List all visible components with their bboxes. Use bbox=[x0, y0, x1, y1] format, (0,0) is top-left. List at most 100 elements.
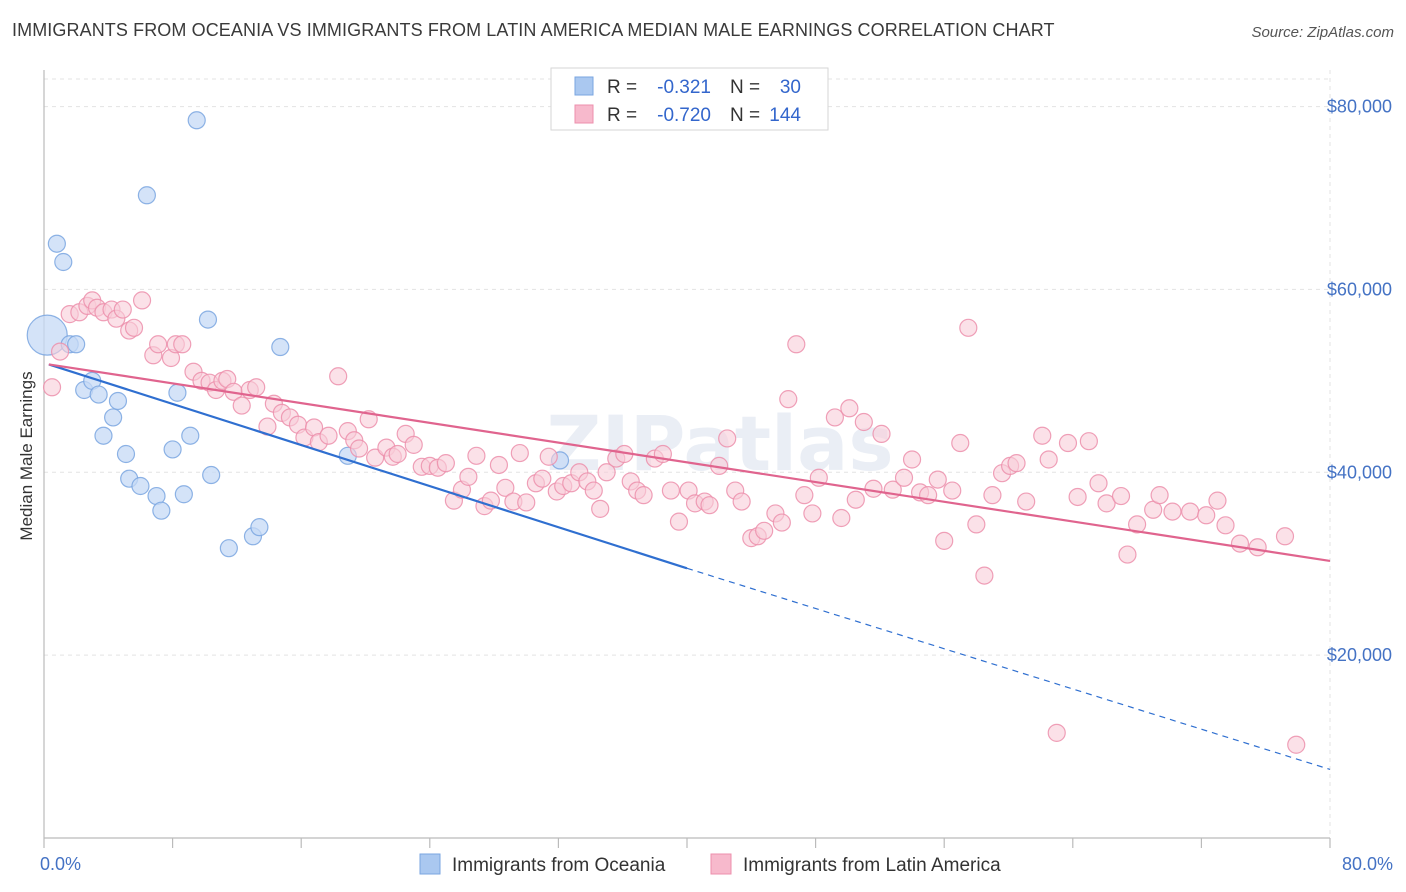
oceania-point bbox=[187, 111, 206, 130]
latin-america-point bbox=[1097, 494, 1116, 513]
latin-america-point bbox=[795, 486, 814, 505]
latin-america-point bbox=[329, 367, 348, 386]
stats-legend-box bbox=[550, 67, 829, 131]
series-legend-label: Immigrants from Oceania bbox=[452, 855, 666, 876]
latin-america-point bbox=[755, 521, 774, 540]
oceania-point bbox=[168, 383, 187, 402]
latin-america-point bbox=[1127, 515, 1147, 534]
latin-america-point bbox=[349, 439, 369, 458]
oceania-point bbox=[152, 501, 171, 520]
latin-america-point bbox=[1089, 474, 1108, 493]
latin-america-point bbox=[1230, 534, 1250, 553]
latin-america-point bbox=[1058, 433, 1078, 453]
stats-legend-swatch bbox=[574, 104, 594, 124]
latin-america-point bbox=[232, 396, 251, 415]
series-legend-swatch bbox=[419, 853, 441, 875]
oceania-point bbox=[67, 335, 86, 354]
latin-america-point bbox=[1111, 486, 1131, 506]
oceania-point bbox=[163, 440, 182, 459]
series-legend: Immigrants from Oceania Immigrants from L… bbox=[419, 853, 1001, 876]
oceania-point bbox=[174, 485, 193, 504]
latin-america-point bbox=[1197, 506, 1216, 525]
latin-america-point bbox=[803, 504, 822, 523]
stats-n-value: 30 bbox=[780, 77, 801, 98]
latin-america-point bbox=[943, 481, 962, 500]
latin-america-point bbox=[661, 481, 681, 500]
data-points bbox=[26, 111, 1306, 754]
stats-n-label: N = bbox=[730, 77, 760, 98]
latin-america-point bbox=[132, 291, 152, 310]
latin-america-point bbox=[124, 318, 144, 337]
oceania-point bbox=[89, 385, 108, 404]
latin-america-point bbox=[1248, 538, 1267, 557]
latin-america-point bbox=[872, 424, 891, 443]
y-tick-labels: $20,000 $40,000 $60,000 $80,000 bbox=[1327, 97, 1392, 666]
latin-america-point bbox=[50, 342, 70, 361]
latin-america-point bbox=[1208, 491, 1227, 510]
latin-america-point bbox=[951, 433, 970, 453]
series-legend-label: Immigrants from Latin America bbox=[743, 855, 1001, 876]
y-tick-label: $20,000 bbox=[1327, 645, 1392, 665]
latin-america-point bbox=[510, 443, 529, 463]
latin-america-point bbox=[975, 566, 994, 585]
oceania-point bbox=[94, 426, 113, 445]
latin-america-point bbox=[1163, 502, 1182, 521]
stats-r-value: -0.321 bbox=[657, 77, 711, 98]
latin-america-point bbox=[489, 455, 509, 475]
latin-america-point bbox=[894, 468, 914, 487]
latin-america-point bbox=[718, 429, 737, 448]
latin-america-point bbox=[388, 444, 407, 464]
latin-america-point bbox=[591, 499, 610, 518]
oceania-point bbox=[47, 234, 66, 253]
chart-source: Source: ZipAtlas.com bbox=[1251, 24, 1394, 41]
oceania-point bbox=[198, 310, 218, 329]
latin-america-point bbox=[634, 486, 653, 505]
latin-america-point bbox=[173, 335, 192, 354]
stats-r-label: R = bbox=[607, 77, 637, 98]
oceania-point bbox=[250, 518, 269, 537]
oceania-point bbox=[181, 426, 200, 445]
latin-america-point bbox=[404, 435, 423, 454]
latin-america-point bbox=[1033, 426, 1052, 445]
latin-america-point bbox=[436, 454, 455, 473]
latin-america-point bbox=[928, 470, 947, 489]
stats-legend: R = -0.321 N = 30 R = -0.720 N = 144 bbox=[550, 67, 829, 131]
latin-america-point bbox=[584, 481, 603, 500]
oceania-point bbox=[137, 186, 156, 205]
latin-america-point bbox=[42, 378, 62, 397]
latin-america-point bbox=[959, 318, 978, 337]
latin-america-point bbox=[459, 467, 478, 486]
oceania-trend-line bbox=[48, 363, 688, 570]
latin-america-point bbox=[517, 493, 536, 512]
x-tick-labels: 0.0% 80.0% bbox=[40, 854, 1393, 874]
latin-america-point bbox=[319, 426, 338, 445]
latin-america-point bbox=[1017, 492, 1036, 511]
latin-america-point bbox=[1079, 432, 1098, 451]
latin-america-point bbox=[1047, 723, 1066, 742]
latin-america-point bbox=[840, 399, 859, 418]
oceania-point bbox=[104, 408, 123, 427]
latin-america-point bbox=[772, 513, 791, 532]
latin-america-point bbox=[779, 390, 798, 409]
oceania-trend-extension bbox=[686, 567, 1331, 771]
latin-america-point bbox=[832, 508, 851, 528]
y-tick-label: $80,000 bbox=[1327, 97, 1392, 117]
oceania-point bbox=[271, 337, 290, 357]
latin-america-point bbox=[1007, 454, 1026, 473]
latin-america-point bbox=[983, 486, 1002, 505]
latin-america-point bbox=[669, 512, 689, 531]
latin-america-point bbox=[1150, 486, 1169, 505]
oceania-point bbox=[219, 539, 238, 558]
y-axis-label: Median Male Earnings bbox=[17, 371, 36, 540]
latin-america-point bbox=[247, 378, 266, 397]
latin-america-point bbox=[467, 446, 486, 465]
trend-lines bbox=[48, 363, 1331, 771]
x-tick-label: 80.0% bbox=[1342, 854, 1393, 874]
stats-n-label: N = bbox=[730, 105, 760, 126]
latin-america-point bbox=[533, 469, 552, 488]
latin-america-point bbox=[1216, 516, 1235, 535]
oceania-point bbox=[108, 391, 128, 411]
latin-america-point bbox=[1039, 450, 1058, 469]
latin-america-point bbox=[787, 335, 806, 354]
